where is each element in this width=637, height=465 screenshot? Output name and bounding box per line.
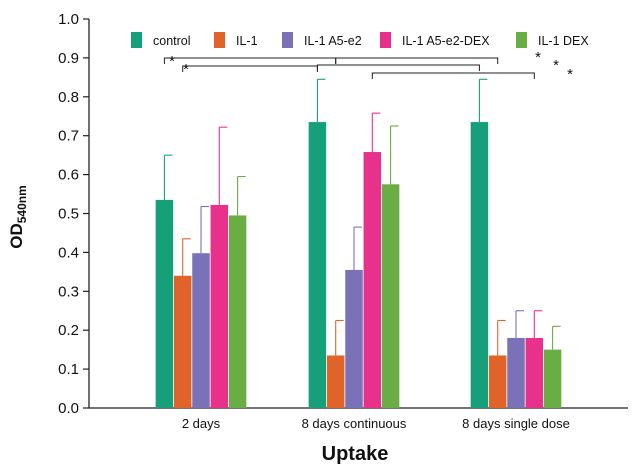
significance-star: * [169,53,175,70]
x-tick-label: 8 days continuous [302,416,407,431]
significance-star: * [535,49,541,66]
bars-group [155,78,562,409]
bar [488,355,507,408]
legend-label: IL-1 A5-e2-DEX [402,34,490,48]
y-tick-label: 0.7 [58,128,79,145]
significance-bracket [182,65,318,72]
bar [543,349,562,408]
bar [210,204,229,408]
legend-swatch [516,32,527,48]
significance-star: * [567,66,573,83]
y-tick-label: 0.4 [58,244,79,261]
legend-swatch [214,32,225,48]
y-tick-label: 0.1 [58,361,79,378]
significance-bracket [371,72,535,79]
y-tick-label: 0.6 [58,167,79,184]
y-tick-label: 0.8 [58,89,79,106]
significance-star: * [183,61,189,78]
y-tick-label: 0.2 [58,322,79,339]
axes: 0.0 0.1 0.2 0.3 0.4 0.5 0.6 0.7 0.8 0.9 1.0 2 days 8… [58,11,628,431]
bar [308,122,327,409]
bar [381,184,400,408]
y-axis-title: OD540nm [7,185,29,249]
significance-bracket [163,57,337,64]
significance-star: * [553,57,559,74]
legend-label: IL-1 DEX [538,34,589,48]
significance-bracket [335,57,499,64]
legend-swatch [380,32,391,48]
legend-swatch [282,32,293,48]
bar [155,199,174,408]
bar [345,269,363,408]
y-axis-title-main: OD [7,223,26,249]
bar [228,215,247,408]
bar [470,122,489,409]
x-axis-title: Uptake [322,443,389,465]
legend-label: IL-1 [236,34,258,48]
bar [525,337,544,408]
y-tick-label: 0.5 [58,206,79,223]
significance-group: * * * * * [163,49,573,83]
bar [363,152,382,408]
y-tick-label: 0.9 [58,50,79,67]
bar [507,337,525,408]
bar [173,275,192,408]
x-tick-label: 2 days [182,416,221,431]
legend-label: control [153,34,191,48]
legend-swatch [131,32,142,48]
y-axis-title-subscript: 540nm [15,185,29,223]
x-tick-label: 8 days single dose [462,416,570,431]
significance-bracket [316,64,480,71]
y-tick-label: 1.0 [58,11,79,28]
legend-label: IL-1 A5-e2 [304,34,362,48]
bar [326,355,345,408]
bar [192,253,210,408]
y-tick-label: 0.0 [58,400,79,417]
legend: control IL-1 IL-1 A5-e2 IL-1 A5-e2-DEX IL-1 … [131,32,589,48]
y-tick-label: 0.3 [58,283,79,300]
